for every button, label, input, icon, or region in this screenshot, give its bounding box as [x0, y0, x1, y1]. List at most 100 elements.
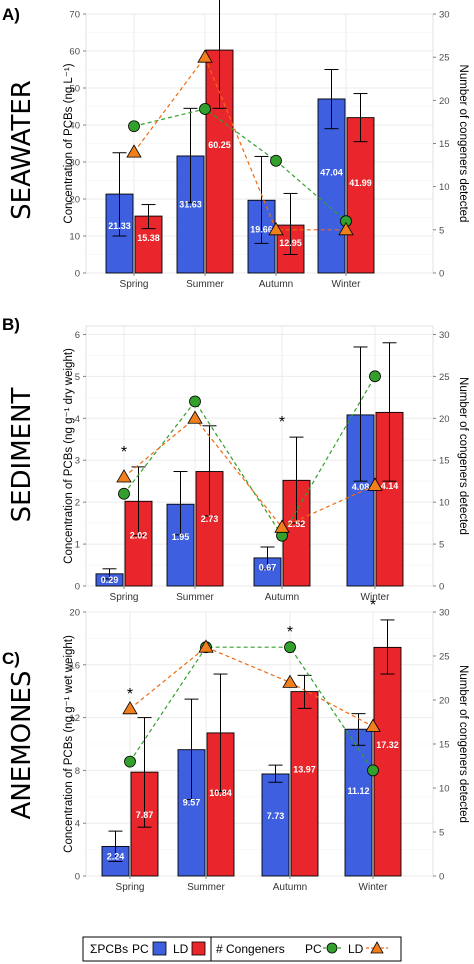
y-tick-label: 60 [69, 47, 80, 58]
y2-tick-label: 20 [439, 696, 450, 707]
congener-point-pc [189, 395, 201, 408]
y2-tick-label: 25 [439, 652, 450, 663]
x-tick-label: Spring [116, 882, 145, 893]
y2-tick-label: 10 [439, 182, 450, 193]
bar-ld [373, 646, 402, 877]
x-tick-label: Autumn [273, 882, 307, 893]
legend-ld-swatch [191, 941, 206, 956]
x-tick-label: Winter [332, 279, 362, 290]
x-tick-label: Spring [110, 592, 139, 603]
congener-point-pc [124, 755, 136, 768]
value-label: 4.08 [352, 482, 370, 492]
legend-circle-icon [326, 942, 338, 954]
y2-tick-label: 5 [439, 540, 444, 551]
panel-side-label: SEDIMENT [7, 387, 37, 522]
y2-tick-label: 30 [439, 10, 450, 21]
significance-star: * [279, 414, 285, 431]
y-tick-label: 50 [69, 84, 80, 95]
value-label: 7.87 [136, 810, 154, 820]
value-label: 0.29 [101, 575, 119, 585]
value-label: 11.12 [347, 786, 369, 796]
congener-point-pc [118, 487, 130, 500]
significance-star: * [121, 444, 127, 461]
y2-tick-label: 30 [439, 608, 450, 619]
significance-star: * [370, 597, 376, 614]
significance-star: * [127, 686, 133, 703]
panel-side-label: SEAWATER [7, 80, 37, 220]
panel-letter: B) [2, 315, 20, 334]
value-label: 2.02 [130, 531, 148, 541]
y2-tick-label: 15 [439, 139, 450, 150]
congener-line-ld [133, 55, 346, 231]
y-tick-label: 0 [75, 872, 80, 883]
y2-tick-label: 10 [439, 784, 450, 795]
legend-triangle-icon [370, 941, 384, 954]
congener-point-ld [198, 639, 214, 653]
value-label: 2.24 [107, 851, 125, 861]
congener-line-pc [123, 376, 376, 537]
y2-tick-label: 5 [439, 828, 444, 839]
legend-pc-label-2: PC [305, 942, 322, 956]
value-label: 1.95 [172, 532, 190, 542]
panel-letter: A) [2, 5, 20, 24]
y-tick-label: 0 [75, 269, 80, 280]
y-tick-label: 70 [69, 10, 80, 21]
value-label: 2.52 [288, 519, 306, 529]
y-tick-label: 4 [75, 414, 80, 425]
y-tick-label: 30 [69, 158, 80, 169]
y-tick-label: 6 [75, 330, 80, 341]
congener-point-pc [199, 103, 211, 115]
y2-tick-label: 25 [439, 372, 450, 383]
congener-point-pc [284, 641, 296, 654]
legend-pc-label: PC [132, 942, 149, 956]
y-tick-label: 2 [75, 498, 80, 509]
y2-tick-label: 20 [439, 414, 450, 425]
y-tick-label: 16 [69, 660, 80, 671]
value-label: 7.73 [267, 811, 285, 821]
y-tick-label: 12 [69, 713, 80, 724]
legend-ld-label: LD [173, 942, 189, 956]
value-label: 10.84 [209, 788, 232, 798]
congener-point-ld [338, 222, 354, 236]
value-label: 60.25 [208, 140, 231, 150]
x-tick-label: Summer [186, 279, 224, 290]
value-label: 4.14 [381, 481, 399, 491]
congener-point-ld [122, 701, 138, 715]
congener-point-ld [274, 519, 290, 533]
x-tick-label: Summer [176, 592, 214, 603]
panel-seawater: 0 10 20 30 40 50 60 70 0 5 10 15 20 25 30 Spring Summer A… [2, 0, 469, 290]
y2-axis-title: Number of congeners detected [457, 665, 469, 823]
legend-pc-swatch [152, 941, 167, 956]
y2-tick-label: 15 [439, 740, 450, 751]
value-label: 17.32 [376, 740, 399, 750]
congener-point-ld [197, 49, 213, 63]
y2-tick-label: 15 [439, 456, 450, 467]
y-tick-label: 10 [69, 232, 80, 243]
congener-line-pc [133, 108, 347, 222]
x-tick-label: Spring [120, 279, 149, 290]
value-label: 21.33 [108, 221, 131, 231]
bar-ld [346, 117, 375, 274]
y-tick-label: 20 [69, 195, 80, 206]
y2-tick-label: 5 [439, 225, 444, 236]
y2-axis-title: Number of congeners detected [457, 377, 469, 535]
significance-star: * [287, 624, 293, 641]
congener-point-ld [367, 477, 383, 491]
legend-frame [82, 936, 402, 962]
value-label: 19.66 [250, 224, 273, 234]
congener-line-ld [129, 646, 374, 727]
y-tick-label: 4 [75, 819, 80, 830]
x-tick-label: Winter [359, 882, 389, 893]
congener-point-ld [126, 144, 142, 158]
legend-ld-label-2: LD [348, 942, 364, 956]
congener-point-ld [116, 469, 132, 483]
y-tick-label: 8 [75, 766, 80, 777]
y2-tick-label: 0 [439, 582, 444, 593]
x-tick-label: Autumn [265, 592, 299, 603]
value-label: 13.97 [293, 765, 316, 775]
x-tick-label: Autumn [259, 279, 293, 290]
value-label: 15.38 [137, 233, 160, 243]
y-tick-label: 1 [75, 540, 80, 551]
y2-tick-label: 25 [439, 53, 450, 64]
y-tick-label: 0 [75, 582, 80, 593]
